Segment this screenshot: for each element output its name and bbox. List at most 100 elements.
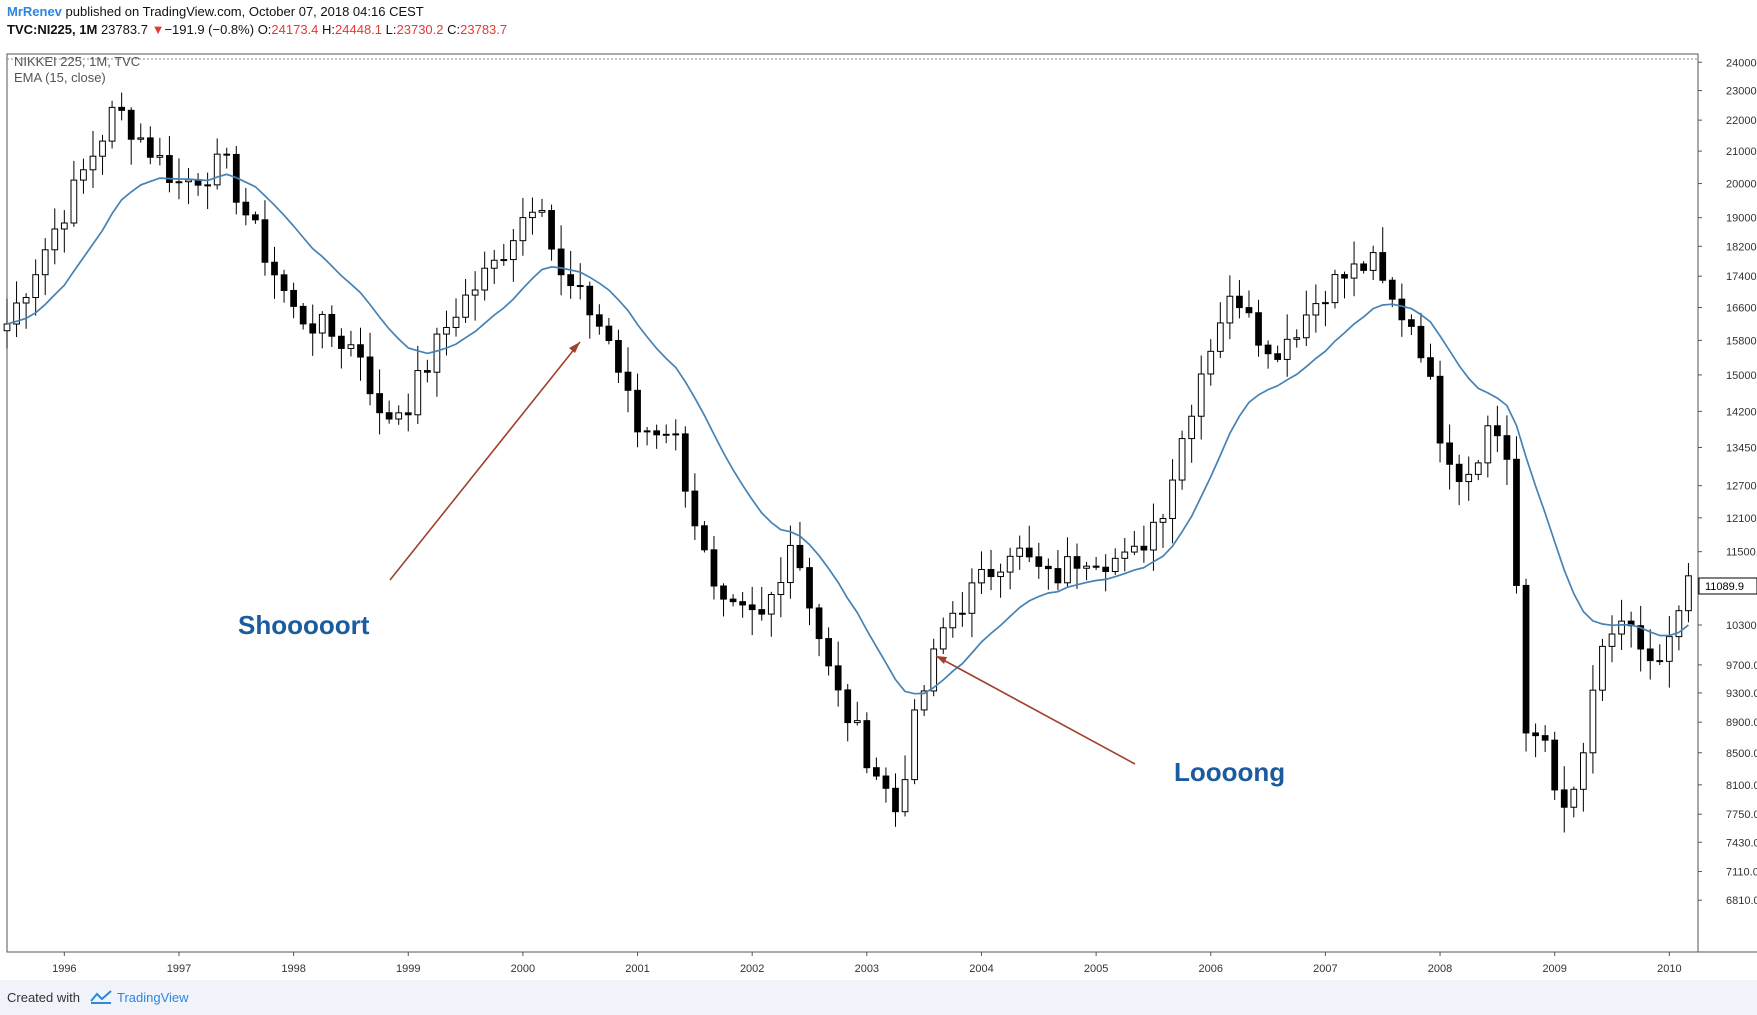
- candle-body-42: [404, 412, 412, 416]
- candle-body-45: [433, 333, 441, 373]
- symbol-label: TVC:NI225, 1M: [7, 22, 98, 37]
- candle-body-72: [691, 490, 699, 527]
- candle-body-112: [1073, 556, 1081, 569]
- candle-body-90: [863, 720, 871, 769]
- candle-body-152: [1455, 463, 1463, 483]
- candle-body-40: [385, 412, 393, 420]
- candle-body-155: [1484, 425, 1492, 464]
- y-tick-label-0: 24000.0: [1726, 57, 1757, 69]
- price-change: −191.9 (−0.8%): [164, 22, 255, 37]
- y-tick-label-20: 8900.0: [1726, 717, 1757, 729]
- candle-body-172: [1646, 648, 1654, 662]
- candle-body-55: [529, 211, 536, 219]
- candle-body-125: [1197, 373, 1205, 417]
- candle-body-146: [1398, 298, 1406, 321]
- price-chart[interactable]: NIKKEI 225, 1M, TVC EMA (15, close) 2400…: [0, 44, 1757, 980]
- candle-body-91: [873, 767, 880, 777]
- candle-body-144: [1379, 252, 1387, 281]
- candle-body-126: [1207, 350, 1215, 375]
- x-tick-label-7: 2003: [855, 963, 879, 975]
- candle-body-149: [1427, 357, 1434, 377]
- candle-body-106: [1016, 547, 1024, 557]
- candle-body-71: [681, 433, 689, 492]
- candle-body-110: [1054, 568, 1062, 584]
- y-tick-label-14: 12100.0: [1726, 513, 1757, 525]
- candle-body-60: [576, 285, 584, 288]
- y-tick-label-9: 15800.0: [1726, 335, 1757, 347]
- candle-body-115: [1102, 566, 1110, 573]
- candle-body-151: [1446, 442, 1453, 465]
- x-tick-label-5: 2001: [625, 963, 649, 975]
- candle-body-77: [739, 601, 746, 606]
- candle-body-142: [1360, 263, 1367, 271]
- candle-body-53: [509, 240, 517, 261]
- x-tick-label-1: 1997: [167, 963, 191, 975]
- candle-body-44: [423, 370, 431, 373]
- candle-body-105: [1006, 555, 1014, 573]
- candle-body-143: [1369, 252, 1377, 271]
- candle-body-38: [366, 356, 374, 395]
- y-tick-label-26: 6810.0: [1726, 895, 1757, 907]
- candle-body-176: [1685, 575, 1692, 612]
- candle-body-89: [853, 720, 861, 724]
- tradingview-logo-icon: [90, 990, 112, 1004]
- chart-header: MrRenev published on TradingView.com, Oc…: [0, 0, 1757, 44]
- x-tick-label-2: 1998: [281, 963, 305, 975]
- y-tick-label-23: 7750.0: [1726, 809, 1757, 821]
- x-tick-label-14: 2010: [1657, 963, 1681, 975]
- footer-bar: Created with TradingView: [0, 980, 1757, 1015]
- last-price-tag: 11089.9: [1698, 577, 1757, 595]
- candle-body-104: [997, 571, 1004, 578]
- author-link[interactable]: MrRenev: [7, 4, 62, 19]
- x-axis: 1996 1997 1998 1999 2000 2001 2002 2003 2004 2005…: [52, 952, 1682, 975]
- candle-body-62: [595, 314, 603, 327]
- candle-body-39: [376, 393, 383, 414]
- candle-body-138: [1322, 302, 1329, 305]
- candle-body-13: [127, 109, 135, 140]
- candle-body-58: [557, 248, 565, 276]
- created-with-text: Created with: [7, 990, 80, 1005]
- candle-body-46: [443, 326, 450, 335]
- x-tick-label-3: 1999: [396, 963, 420, 975]
- last-price-tag-box: [1698, 577, 1757, 595]
- candle-body-166: [1589, 689, 1597, 754]
- candle-body-57: [548, 209, 555, 250]
- annotations: Shooooort Loooong: [238, 341, 1285, 787]
- candle-body-10: [99, 140, 106, 157]
- tradingview-brand-link[interactable]: TradingView: [117, 990, 189, 1005]
- candle-body-73: [701, 525, 708, 551]
- candle-body-32: [309, 323, 317, 334]
- candle-body-37: [357, 344, 364, 358]
- candle-body-36: [347, 344, 355, 349]
- candle-body-65: [624, 371, 632, 391]
- y-tick-label-4: 20000.0: [1726, 179, 1757, 191]
- candle-body-102: [978, 568, 985, 584]
- y-tick-label-12: 13450.0: [1726, 442, 1757, 454]
- candle-body-161: [1541, 735, 1549, 741]
- y-tick-label-6: 18200.0: [1726, 241, 1757, 253]
- candle-body-56: [538, 209, 546, 213]
- candle-body-133: [1274, 353, 1282, 360]
- y-tick-label-17: 10300.0: [1726, 620, 1757, 632]
- candle-body-15: [146, 137, 154, 158]
- y-tick-label-19: 9300.0: [1726, 688, 1757, 700]
- y-tick-label-2: 22000.0: [1726, 115, 1757, 127]
- ema-legend: EMA (15, close): [14, 70, 106, 85]
- series-title: NIKKEI 225, 1M, TVC: [14, 54, 140, 69]
- candle-body-69: [662, 433, 670, 436]
- candle-body-70: [672, 433, 680, 436]
- candle-body-41: [395, 412, 403, 420]
- candle-body-54: [519, 217, 527, 242]
- candle-body-52: [500, 259, 508, 262]
- candle-body-129: [1236, 295, 1243, 309]
- candle-body-117: [1121, 551, 1129, 559]
- candle-body-5: [51, 228, 59, 251]
- candle-body-87: [834, 665, 842, 691]
- candle-body-148: [1417, 325, 1425, 359]
- candle-body-9: [89, 155, 97, 171]
- candle-body-8: [80, 169, 87, 181]
- candle-body-114: [1092, 565, 1100, 568]
- candle-body-79: [758, 609, 766, 615]
- x-tick-label-9: 2005: [1084, 963, 1108, 975]
- candle-body-67: [643, 430, 651, 433]
